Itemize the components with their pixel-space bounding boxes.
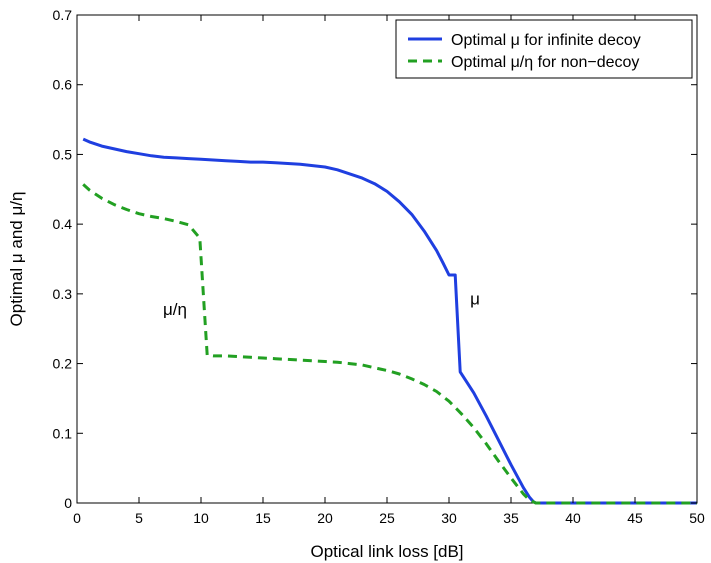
- legend: Optimal μ for infinite decoy Optimal μ/η …: [395, 19, 693, 79]
- y-tick-label: 0.6: [53, 77, 73, 93]
- x-tick-label: 20: [317, 510, 333, 526]
- x-tick-label: 10: [193, 510, 209, 526]
- x-tick-label: 40: [565, 510, 581, 526]
- x-tick-label: 15: [255, 510, 271, 526]
- x-tick-label: 0: [73, 510, 81, 526]
- series-layer: [82, 137, 697, 505]
- x-tick-label: 30: [441, 510, 457, 526]
- y-tick-label: 0.1: [53, 425, 73, 441]
- y-tick-label: 0: [64, 495, 72, 511]
- x-axis-label: Optical link loss [dB]: [310, 542, 463, 561]
- annotation-2: μ: [470, 289, 480, 308]
- x-tick-label: 45: [627, 510, 643, 526]
- annotation-layer: μ/η μ: [163, 289, 480, 318]
- y-tick-label: 0.5: [53, 146, 73, 162]
- y-tick-label: 0.7: [53, 7, 73, 23]
- y-tick-label: 0.4: [53, 216, 73, 232]
- y-tick-label: 0.2: [53, 356, 73, 372]
- legend-box: [395, 19, 693, 79]
- y-axis-label: Optimal μ and μ/η: [7, 192, 26, 327]
- series-line-2: [82, 183, 697, 505]
- annotation-1: μ/η: [163, 300, 187, 319]
- x-tick-label: 50: [689, 510, 705, 526]
- legend-label-2: Optimal μ/η for non−decoy: [451, 54, 639, 71]
- x-tick-label: 35: [503, 510, 519, 526]
- x-tick-label: 25: [379, 510, 395, 526]
- x-tick-label: 5: [135, 510, 143, 526]
- y-tick-label: 0.3: [53, 286, 73, 302]
- plot-frame: [76, 14, 698, 504]
- legend-label-1: Optimal μ for infinite decoy: [451, 32, 641, 49]
- plot-area: [76, 14, 698, 504]
- series-line-1: [82, 137, 697, 505]
